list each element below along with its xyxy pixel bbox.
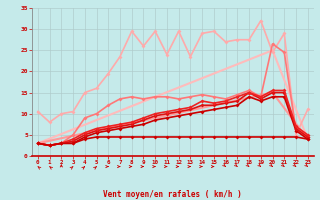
X-axis label: Vent moyen/en rafales ( km/h ): Vent moyen/en rafales ( km/h ): [103, 190, 242, 199]
